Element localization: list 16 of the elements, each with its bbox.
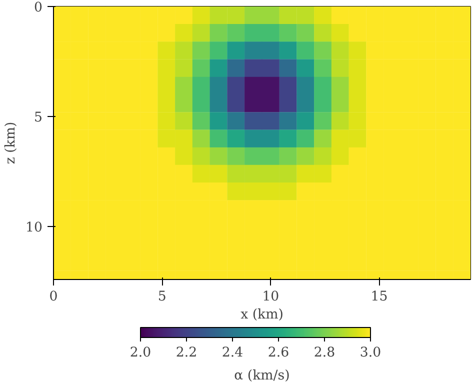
x-tick-label: 15 [370,290,388,304]
color-bar-label: 2.8 [314,346,336,360]
color-bar-label: 2.4 [222,346,244,360]
x-axis-title: x (km) [240,308,284,322]
color-bar-label: 2.6 [268,346,290,360]
color-bar-label: 3.0 [360,346,382,360]
y-axis-title: z (km) [4,122,19,164]
color-bar-title: α (km/s) [234,368,290,384]
color-bar-label: 2.0 [130,346,152,360]
y-tick-label: 0 [34,0,43,16]
y-tick-label: 10 [26,220,43,236]
y-tick-label: 5 [34,110,43,126]
x-tick-label: 0 [49,290,58,304]
color-bar-label: 2.2 [176,346,198,360]
x-tick-label: 5 [158,290,166,304]
x-tick-label: 10 [262,290,280,304]
